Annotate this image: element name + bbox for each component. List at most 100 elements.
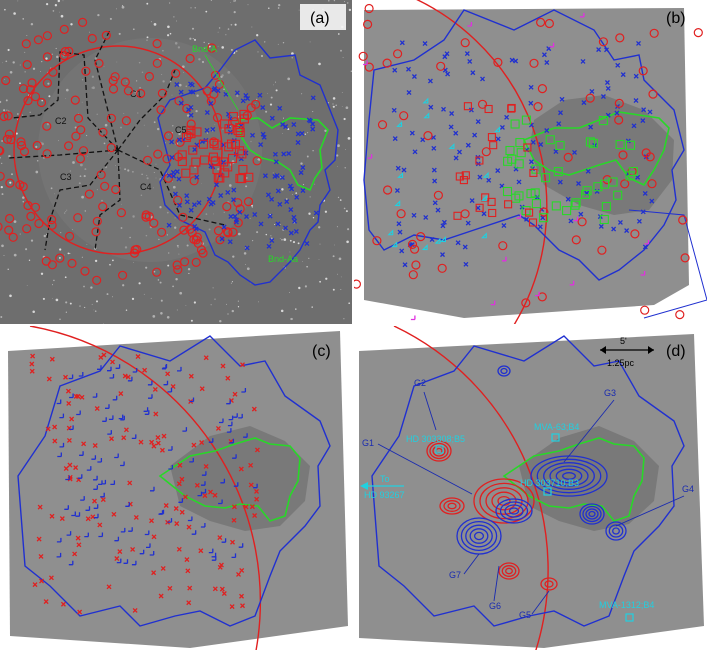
- source-plus: [208, 548, 214, 554]
- source-circle: [0, 145, 4, 155]
- star-speck: [254, 103, 256, 105]
- density-contour: [439, 497, 465, 515]
- source-cross: [310, 126, 316, 132]
- source-cross: [642, 244, 648, 250]
- star-speck: [109, 263, 111, 266]
- panel-d-image: 5' 1.25pc G1 G2 G3 G4 G5 G6 G7: [354, 326, 707, 650]
- source-cross: [69, 416, 75, 422]
- star-label-mva63: MVA-63;B4: [534, 422, 579, 432]
- source-square: [233, 126, 243, 136]
- star-speck: [86, 156, 88, 157]
- star-speck: [283, 117, 284, 119]
- star-speck: [55, 298, 59, 302]
- source-cross: [231, 197, 236, 203]
- source-cross: [509, 57, 515, 63]
- source-cross: [75, 393, 81, 399]
- source-square-green: [625, 171, 635, 181]
- source-plus: [640, 271, 646, 276]
- source-cross: [262, 173, 268, 179]
- source-plus: [56, 537, 62, 543]
- source-cross: [594, 188, 600, 194]
- star-speck: [246, 267, 250, 271]
- source-plus: [167, 518, 173, 523]
- source-circle: [436, 61, 446, 71]
- star-speck: [57, 0, 61, 3]
- star-speck: [79, 305, 81, 307]
- star-speck: [132, 215, 135, 218]
- star-speck: [13, 253, 17, 257]
- star-speck: [233, 0, 235, 2]
- star-speck: [13, 12, 16, 15]
- source-cross: [558, 110, 563, 116]
- star-speck: [298, 286, 301, 290]
- boundary-label-bnd-a: Bnd-A: [192, 44, 217, 54]
- source-cross: [399, 40, 405, 46]
- source-cross: [636, 40, 641, 46]
- source-circle: [210, 70, 221, 80]
- density-contour: [426, 440, 452, 462]
- source-cross: [179, 476, 185, 482]
- density-contour: [536, 458, 602, 494]
- source-plus: [123, 559, 129, 564]
- source-square: [235, 123, 245, 133]
- source-cross: [248, 462, 254, 468]
- source-cross: [267, 213, 273, 219]
- star-speck: [173, 16, 175, 18]
- density-contour: [549, 465, 589, 487]
- source-cross: [214, 182, 219, 188]
- source-circle: [585, 93, 595, 103]
- subregion-label-c5: C5: [175, 125, 187, 135]
- source-square-green: [505, 145, 515, 156]
- source-cross: [269, 196, 275, 202]
- source-square-red: [504, 200, 513, 209]
- star-speck: [67, 252, 70, 255]
- star-label-mva1312: MVA-1312;B4: [599, 600, 654, 610]
- source-cross: [631, 123, 637, 129]
- source-circle: [363, 19, 373, 29]
- density-contour: [485, 487, 523, 515]
- source-circle: [0, 111, 9, 122]
- source-square-green: [545, 135, 555, 145]
- star-speck: [177, 46, 181, 49]
- star-speck: [256, 231, 259, 234]
- source-cross: [81, 441, 87, 447]
- star-speck: [152, 187, 154, 189]
- source-plus: [78, 372, 84, 377]
- source-cross: [37, 504, 43, 510]
- group-pointers: [377, 391, 685, 615]
- source-circle: [178, 212, 188, 222]
- density-contour: [504, 504, 524, 518]
- source-plus: [150, 486, 155, 492]
- star-speck: [41, 60, 43, 63]
- star-speck: [308, 257, 310, 260]
- source-cross: [49, 356, 55, 362]
- source-cross: [313, 210, 319, 216]
- star-speck: [290, 317, 293, 321]
- source-plus: [107, 366, 112, 372]
- star-speck: [118, 32, 121, 35]
- source-square-red: [463, 102, 472, 111]
- star-speck: [106, 293, 109, 296]
- star-speck: [203, 41, 205, 44]
- source-cross: [585, 168, 591, 174]
- source-cross: [118, 391, 124, 397]
- star-speck: [78, 112, 80, 115]
- source-cross: [300, 165, 306, 170]
- star-speck: [126, 122, 128, 124]
- star-speck: [133, 262, 134, 263]
- source-cross: [132, 607, 138, 613]
- source-cross: [249, 504, 255, 510]
- source-circle: [4, 225, 14, 235]
- source-cross: [391, 107, 397, 113]
- density-contour: [540, 577, 558, 591]
- star-speck: [221, 74, 224, 77]
- star-speck: [13, 220, 17, 223]
- source-cross: [291, 214, 297, 220]
- source-plus: [161, 364, 167, 370]
- star-speck: [304, 133, 307, 135]
- source-circle: [183, 131, 193, 141]
- star-speck: [166, 315, 170, 319]
- source-circle: [647, 179, 657, 189]
- star-speck: [249, 217, 251, 219]
- star-speck: [174, 42, 178, 45]
